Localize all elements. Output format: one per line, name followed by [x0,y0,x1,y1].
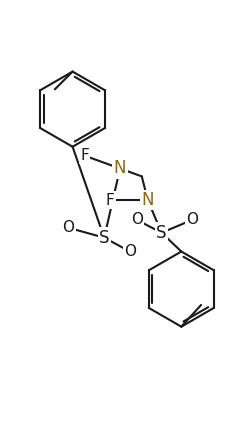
Text: F: F [80,148,89,163]
Text: O: O [131,212,143,227]
Text: O: O [63,220,75,235]
Text: N: N [114,160,126,178]
Text: N: N [142,191,154,209]
Text: O: O [186,212,198,227]
Text: S: S [99,229,109,247]
Text: S: S [156,224,167,242]
Text: F: F [106,193,115,208]
Text: O: O [124,244,136,259]
